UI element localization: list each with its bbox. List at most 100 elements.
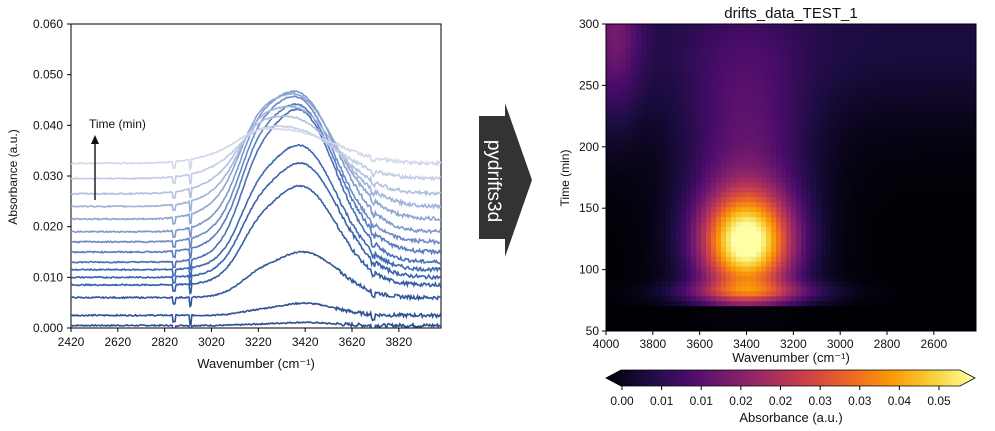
heatmap-cell — [971, 98, 976, 104]
heatmap-cell — [661, 296, 667, 302]
heatmap-cell — [616, 306, 622, 312]
heatmap-cell — [916, 53, 922, 60]
heatmap-cell — [616, 118, 622, 124]
heatmap-cell — [781, 28, 787, 35]
heatmap-cell — [896, 68, 902, 75]
heatmap-cell — [751, 212, 757, 218]
heatmap-cell — [756, 53, 762, 60]
heatmap-cell — [676, 132, 682, 139]
heatmap-cell — [881, 53, 887, 60]
heatmap-cell — [696, 251, 702, 258]
heatmap-cell — [731, 271, 737, 278]
heatmap-cell — [751, 286, 757, 292]
heatmap-cell — [696, 212, 702, 218]
heatmap-cell — [936, 241, 942, 248]
heatmap-cell — [831, 113, 837, 119]
heatmap-cell — [836, 108, 842, 114]
heatmap-cell — [866, 246, 872, 253]
heatmap-cell — [671, 28, 677, 35]
heatmap-cell — [621, 182, 627, 188]
heatmap-cell — [671, 217, 677, 223]
heatmap-cell — [746, 291, 752, 297]
heatmap-cell — [741, 246, 747, 253]
heatmap-cell — [916, 321, 922, 327]
heatmap-cell — [711, 127, 717, 134]
heatmap-cell — [816, 291, 822, 297]
heatmap-cell — [956, 177, 962, 184]
heatmap-cell — [901, 103, 907, 109]
heatmap-cell — [906, 236, 912, 243]
heatmap-cell — [941, 137, 947, 144]
heatmap-cell — [866, 286, 872, 292]
heatmap-cell — [936, 261, 942, 268]
heatmap-cell — [756, 132, 762, 139]
heatmap-cell — [746, 63, 752, 70]
heatmap-cell — [926, 246, 932, 253]
heatmap-cell — [716, 73, 722, 80]
heatmap-cell — [791, 276, 797, 283]
heatmap-cell — [651, 172, 657, 179]
heatmap-cell — [851, 241, 857, 248]
heatmap-cell — [816, 142, 822, 149]
heatmap-cell — [951, 271, 957, 278]
heatmap-cell — [786, 231, 792, 238]
heatmap-cell — [876, 231, 882, 238]
heatmap-cell — [856, 281, 862, 288]
heatmap-cell — [771, 222, 777, 228]
heatmap-cell — [726, 103, 732, 109]
heatmap-cell — [741, 24, 747, 30]
heatmap-cell — [961, 162, 967, 169]
heatmap-cell — [626, 311, 632, 317]
heatmap-cell — [966, 311, 972, 317]
heatmap-cell — [631, 93, 637, 99]
heatmap-cell — [681, 48, 687, 55]
heatmap-cell — [881, 28, 887, 35]
heatmap-cell — [881, 132, 887, 139]
heatmap-cell — [611, 326, 617, 331]
heatmap-cell — [816, 127, 822, 134]
heatmap-cell — [661, 311, 667, 317]
heatmap-cell — [851, 68, 857, 75]
heatmap-cell — [811, 113, 817, 119]
heatmap-cell — [606, 217, 612, 223]
heatmap-cell — [721, 182, 727, 188]
heatmap-cell — [736, 68, 742, 75]
heatmap-cell — [916, 167, 922, 174]
heatmap-cell — [636, 197, 642, 203]
heatmap-cell — [701, 326, 707, 331]
heatmap-cell — [756, 291, 762, 297]
heatmap-cell — [966, 157, 972, 164]
heatmap-cell — [776, 281, 782, 288]
heatmap-cell — [916, 202, 922, 208]
heatmap-cell — [616, 316, 622, 322]
heatmap-cell — [681, 63, 687, 70]
heatmap-cell — [886, 103, 892, 109]
heatmap-cell — [946, 301, 952, 307]
heatmap-cell — [766, 38, 772, 45]
heatmap-cell — [851, 286, 857, 292]
heatmap-cell — [726, 207, 732, 213]
heatmap-cell — [846, 98, 852, 104]
heatmap-cell — [751, 266, 757, 273]
heatmap-cell — [606, 68, 612, 75]
heatmap-cell — [846, 217, 852, 223]
heatmap-cell — [771, 152, 777, 159]
heatmap-cell — [776, 172, 782, 179]
heatmap-cell — [886, 118, 892, 124]
heatmap-cell — [946, 28, 952, 35]
heatmap-cell — [656, 88, 662, 94]
heatmap-cell — [686, 53, 692, 60]
heatmap-cell — [796, 103, 802, 109]
heatmap-cell — [651, 231, 657, 238]
heatmap-cell — [931, 326, 937, 331]
heatmap-cell — [771, 256, 777, 263]
heatmap-cell — [786, 43, 792, 50]
heatmap-cell — [956, 118, 962, 124]
heatmap-cell — [846, 286, 852, 292]
heatmap-cell — [866, 311, 872, 317]
heatmap-cell — [861, 202, 867, 208]
heatmap-cell — [856, 78, 862, 85]
heatmap-cell — [721, 306, 727, 312]
heatmap-cell — [801, 137, 807, 144]
heatmap-cell — [691, 241, 697, 248]
